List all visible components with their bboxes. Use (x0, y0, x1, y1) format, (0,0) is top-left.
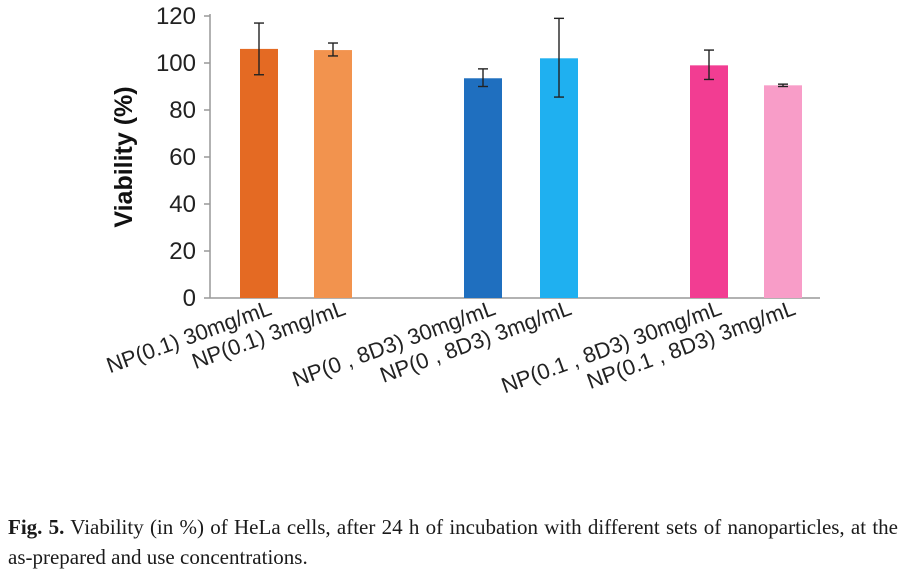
y-tick-label: 40 (169, 191, 196, 218)
y-tick-label: 20 (169, 238, 196, 265)
bar (690, 65, 728, 298)
y-tick-label: 80 (169, 97, 196, 124)
bars (240, 48, 802, 299)
bar (540, 58, 578, 298)
caption-text: Viability (in %) of HeLa cells, after 24… (8, 515, 898, 569)
error-bars (254, 17, 788, 98)
bar (764, 85, 802, 298)
y-tick-label: 120 (156, 3, 196, 30)
bar (314, 50, 352, 299)
y-tick-label: 0 (183, 285, 196, 312)
bar (240, 48, 278, 299)
y-tick-label: 100 (156, 50, 196, 77)
bar (464, 78, 502, 299)
y-axis-title: Viability (%) (110, 86, 138, 227)
figure-caption: Fig. 5. Viability (in %) of HeLa cells, … (8, 512, 898, 572)
figure-label: Fig. 5. (8, 515, 65, 539)
y-tick-label: 60 (169, 144, 196, 171)
